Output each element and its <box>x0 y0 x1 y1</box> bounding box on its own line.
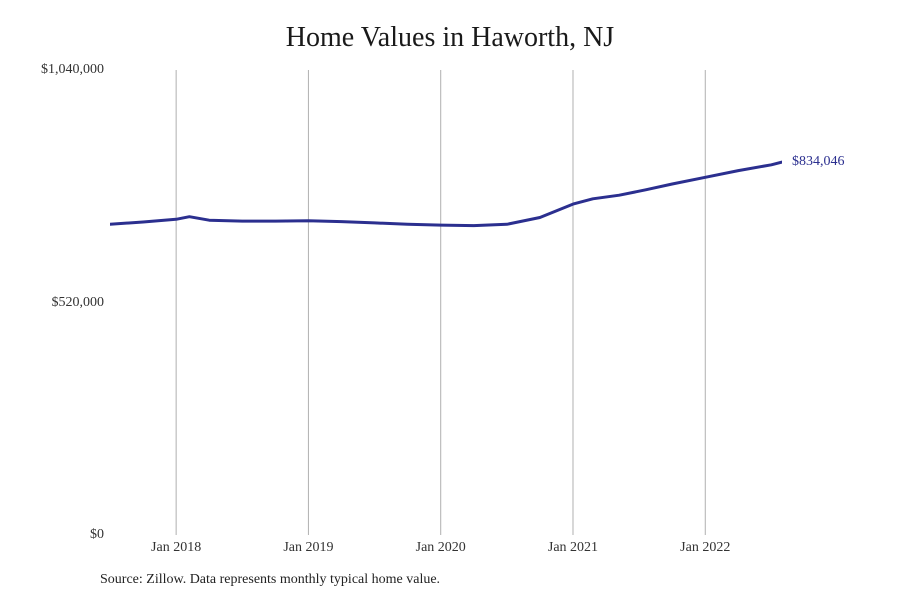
x-tick-label: Jan 2019 <box>283 540 333 556</box>
y-tick-label: $0 <box>90 527 104 543</box>
x-tick-label: Jan 2018 <box>151 540 201 556</box>
y-tick-label: $1,040,000 <box>41 62 104 78</box>
plot-svg <box>110 70 782 535</box>
plot-area <box>110 70 782 535</box>
x-tick-label: Jan 2022 <box>680 540 730 556</box>
chart-container: Home Values in Haworth, NJ $0 $520,000 $1,… <box>0 0 900 600</box>
source-note: Source: Zillow. Data represents monthly … <box>100 572 440 588</box>
chart-title: Home Values in Haworth, NJ <box>0 22 900 54</box>
x-tick-label: Jan 2020 <box>416 540 466 556</box>
x-tick-label: Jan 2021 <box>548 540 598 556</box>
y-tick-label: $520,000 <box>52 295 105 311</box>
series-end-label: $834,046 <box>792 154 845 170</box>
